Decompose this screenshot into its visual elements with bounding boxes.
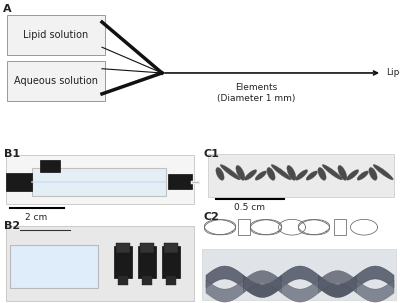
FancyBboxPatch shape (202, 249, 396, 300)
Text: 0.5 cm: 0.5 cm (234, 203, 266, 212)
Polygon shape (356, 266, 394, 288)
Polygon shape (244, 271, 281, 293)
FancyBboxPatch shape (116, 243, 130, 253)
Polygon shape (319, 271, 356, 293)
FancyBboxPatch shape (208, 155, 394, 197)
Ellipse shape (373, 165, 393, 180)
Ellipse shape (216, 168, 224, 180)
Ellipse shape (271, 165, 291, 180)
Ellipse shape (255, 171, 266, 180)
Ellipse shape (267, 168, 275, 180)
Polygon shape (319, 275, 356, 298)
FancyBboxPatch shape (164, 243, 178, 253)
Text: C1: C1 (204, 149, 220, 159)
FancyBboxPatch shape (6, 225, 194, 301)
Ellipse shape (346, 170, 359, 180)
Ellipse shape (369, 168, 377, 180)
Polygon shape (281, 280, 319, 302)
Polygon shape (281, 266, 319, 288)
FancyBboxPatch shape (140, 243, 154, 253)
Ellipse shape (220, 165, 240, 180)
FancyBboxPatch shape (114, 246, 132, 278)
Text: Aqueous solution: Aqueous solution (14, 76, 98, 86)
FancyBboxPatch shape (168, 174, 192, 189)
Ellipse shape (287, 165, 296, 180)
Text: A: A (3, 4, 12, 14)
FancyBboxPatch shape (142, 276, 152, 285)
Text: 2 cm: 2 cm (25, 213, 47, 221)
FancyBboxPatch shape (6, 173, 32, 191)
Ellipse shape (322, 165, 342, 180)
Polygon shape (356, 280, 394, 302)
FancyBboxPatch shape (40, 160, 60, 172)
Bar (238, 219, 250, 235)
Ellipse shape (338, 165, 347, 180)
Text: B1: B1 (4, 149, 20, 159)
Text: Lipid solution: Lipid solution (23, 30, 89, 40)
Ellipse shape (244, 170, 257, 180)
Ellipse shape (318, 168, 326, 180)
FancyBboxPatch shape (7, 62, 105, 101)
Polygon shape (244, 275, 281, 298)
Text: Liposome: Liposome (386, 68, 400, 78)
Ellipse shape (296, 170, 308, 180)
Text: B2: B2 (4, 221, 20, 231)
FancyBboxPatch shape (10, 245, 98, 288)
Polygon shape (206, 280, 244, 302)
Ellipse shape (357, 171, 368, 180)
FancyBboxPatch shape (6, 155, 194, 205)
FancyBboxPatch shape (7, 15, 105, 55)
Ellipse shape (306, 171, 318, 180)
Ellipse shape (236, 165, 245, 180)
Text: C2: C2 (204, 211, 220, 221)
Text: Elements
(Diameter 1 mm): Elements (Diameter 1 mm) (217, 83, 295, 103)
FancyBboxPatch shape (166, 276, 176, 285)
FancyBboxPatch shape (162, 246, 180, 278)
FancyBboxPatch shape (138, 246, 156, 278)
Bar (334, 219, 346, 235)
Polygon shape (206, 266, 244, 288)
FancyBboxPatch shape (118, 276, 128, 285)
FancyBboxPatch shape (32, 168, 166, 196)
